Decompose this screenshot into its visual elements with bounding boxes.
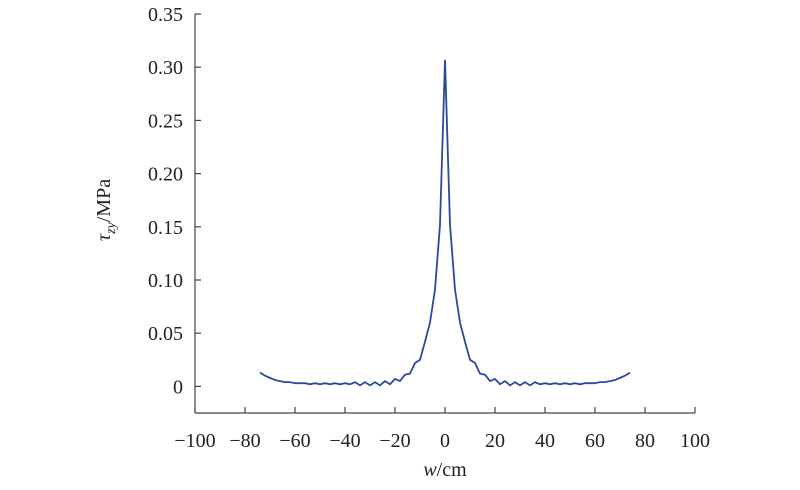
y-axis-label: τzy/MPa: [93, 179, 119, 241]
x-tick-label: −20: [379, 430, 410, 452]
y-tick-label: 0.35: [148, 4, 183, 26]
y-label-unit: /MPa: [93, 179, 115, 222]
x-axis-label: w/cm: [423, 459, 467, 481]
x-tick-label: −80: [229, 430, 260, 452]
x-tick-label: −40: [329, 430, 360, 452]
y-tick-label: 0.25: [148, 110, 183, 132]
x-tick-label: 80: [635, 430, 655, 452]
x-tick-label: 100: [680, 430, 710, 452]
y-label-subscript: zy: [104, 221, 119, 234]
x-tick-label: 40: [535, 430, 555, 452]
y-label-symbol: τ: [93, 233, 115, 241]
x-tick-label: −100: [174, 430, 215, 452]
y-tick-label: 0.20: [148, 164, 183, 186]
y-tick-label: 0: [173, 376, 183, 398]
y-tick-label: 0.30: [148, 57, 183, 79]
y-tick-label: 0.15: [148, 217, 183, 239]
x-tick-label: 60: [585, 430, 605, 452]
data-line: [259, 59, 631, 387]
x-label-symbol: w: [423, 459, 437, 481]
x-tick-label: −60: [279, 430, 310, 452]
y-tick-label: 0.05: [148, 323, 183, 345]
x-tick-label: 0: [440, 430, 450, 452]
x-label-unit: /cm: [437, 459, 467, 481]
x-tick-label: 20: [485, 430, 505, 452]
y-tick-label: 0.10: [148, 270, 183, 292]
